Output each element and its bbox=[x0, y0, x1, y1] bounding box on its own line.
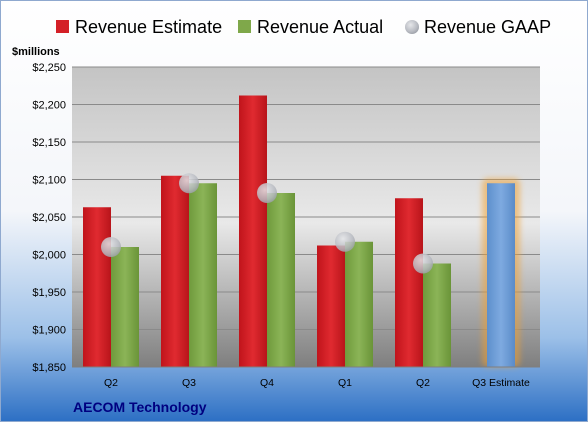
gaap-marker bbox=[257, 183, 277, 203]
bar-revenue-actual bbox=[111, 247, 139, 367]
gaap-marker bbox=[179, 173, 199, 194]
y-tick-label: $2,000 bbox=[32, 250, 66, 262]
bar-revenue-estimate bbox=[395, 198, 423, 367]
x-tick-label: Q2 bbox=[104, 377, 118, 389]
gaap-marker bbox=[101, 237, 121, 257]
x-tick-label: Q1 bbox=[338, 377, 352, 389]
y-tick-label: $2,050 bbox=[32, 212, 66, 224]
x-tick-label: Q4 bbox=[260, 377, 274, 389]
bar-revenue-actual bbox=[189, 183, 217, 367]
x-tick-label: Q3 Estimate bbox=[472, 377, 530, 389]
y-axis-unit-label: $millions bbox=[12, 46, 60, 58]
y-tick-label: $1,950 bbox=[32, 287, 66, 299]
legend-swatch-revenue-gaap bbox=[405, 20, 419, 34]
y-tick-label: $2,100 bbox=[32, 175, 66, 187]
gaap-marker bbox=[335, 231, 355, 252]
x-tick-label: Q3 bbox=[182, 377, 196, 389]
legend-swatch-revenue-actual bbox=[238, 20, 251, 33]
bar-revenue-estimate bbox=[239, 95, 267, 367]
y-tick-label: $2,200 bbox=[32, 100, 66, 112]
bar-revenue-estimate bbox=[83, 207, 111, 367]
bar-revenue-estimate bbox=[317, 245, 345, 367]
bar-revenue-actual bbox=[423, 263, 451, 367]
bars bbox=[83, 95, 520, 367]
y-tick-label: $1,900 bbox=[32, 325, 66, 337]
grid-lines bbox=[72, 66, 540, 368]
bar-revenue-estimate bbox=[161, 175, 189, 367]
x-tick-label: Q2 bbox=[416, 377, 430, 389]
y-tick-label: $2,150 bbox=[32, 137, 66, 149]
legend-label: Revenue Actual bbox=[257, 17, 383, 37]
chart-title: AECOM Technology bbox=[73, 399, 207, 415]
bar-q3-estimate bbox=[487, 183, 515, 367]
bar-revenue-actual bbox=[267, 193, 295, 367]
y-tick-label: $1,850 bbox=[32, 362, 66, 374]
bar-revenue-actual bbox=[345, 241, 373, 367]
legend: Revenue Estimate Revenue Actual Revenue GA… bbox=[56, 17, 551, 37]
y-axis-ticks: $1,850 $1,900 $1,950 $2,000 $2,050 $2,100 $2,1… bbox=[32, 62, 66, 374]
x-axis-ticks: Q2 Q3 Q4 Q1 Q2 Q3 Estimate bbox=[104, 377, 530, 389]
gaap-marker bbox=[413, 253, 433, 274]
legend-label: Revenue Estimate bbox=[75, 17, 222, 37]
legend-label: Revenue GAAP bbox=[424, 17, 551, 37]
gaap-markers bbox=[101, 173, 433, 274]
y-tick-label: $2,250 bbox=[32, 62, 66, 74]
legend-swatch-revenue-estimate bbox=[56, 20, 69, 33]
